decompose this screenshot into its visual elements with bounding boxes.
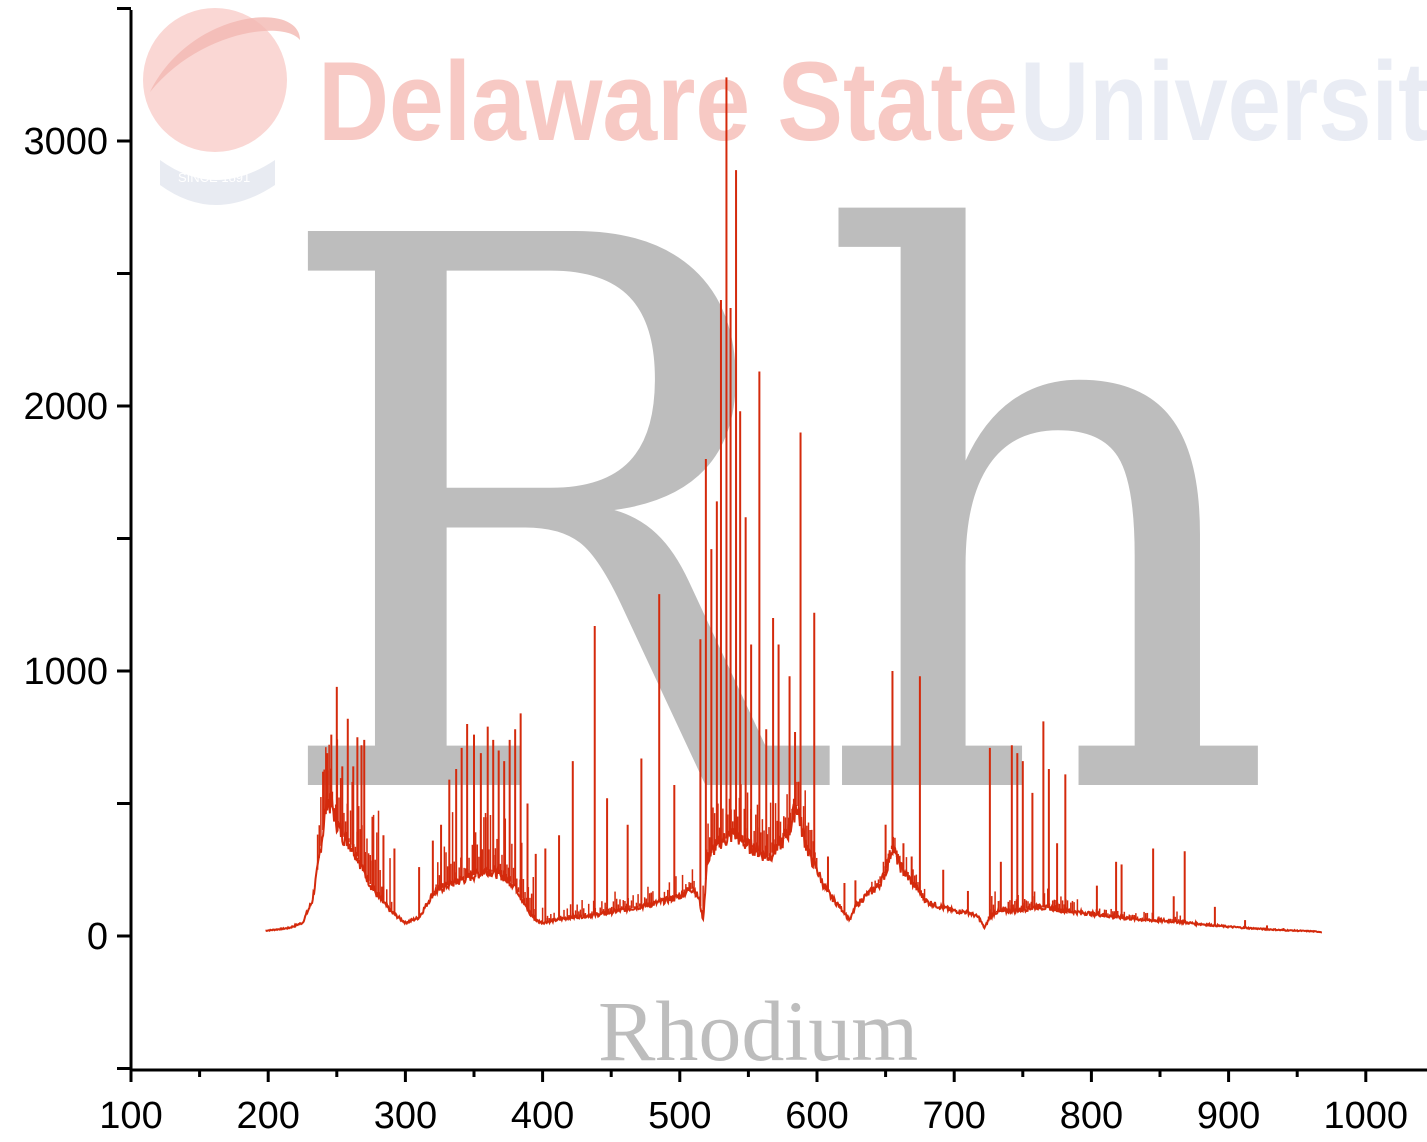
university-logo: SINCE 1891	[143, 8, 300, 205]
x-tick-label: 700	[922, 1095, 985, 1137]
y-tick-label: 1000	[23, 651, 108, 693]
y-ticks: 0 1000 2000 3000	[23, 7, 131, 1070]
logo-globe-icon	[143, 8, 287, 152]
series-group	[265, 77, 1323, 934]
watermark-text-2: Universit	[1020, 39, 1427, 164]
x-tick-label: 600	[785, 1095, 848, 1137]
x-tick-label: 900	[1197, 1095, 1260, 1137]
x-tick-label: 800	[1060, 1095, 1123, 1137]
x-tick-label: 200	[236, 1095, 299, 1137]
x-ticks: 100 200 300 400 500 600 700 800 900 1000	[99, 1070, 1409, 1137]
x-tick-label: 500	[648, 1095, 711, 1137]
x-tick-label: 100	[99, 1095, 162, 1137]
y-tick-label: 2000	[23, 386, 108, 428]
y-tick-label: 0	[87, 916, 108, 958]
x-tick-label: 300	[374, 1095, 437, 1137]
y-tick-label: 3000	[23, 121, 108, 163]
logo-ribbon-icon	[160, 160, 275, 205]
x-tick-label: 1000	[1324, 1095, 1409, 1137]
element-name: Rhodium	[598, 983, 918, 1079]
logo-swoosh-icon	[150, 17, 300, 92]
logo-since-text: SINCE 1891	[178, 170, 250, 185]
watermark-text-1: Delaware State	[318, 39, 1018, 164]
x-tick-label: 400	[511, 1095, 574, 1137]
